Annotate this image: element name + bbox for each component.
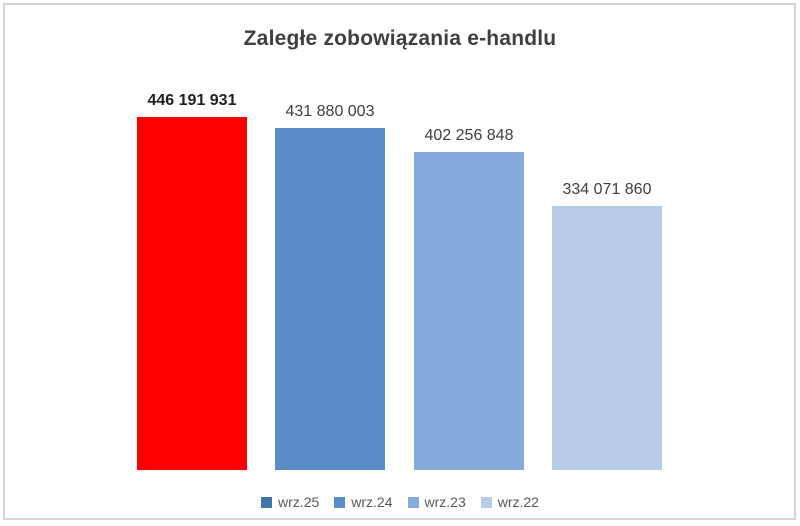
bar-wrz.25 (137, 117, 247, 470)
value-label-wrz.24: 431 880 003 (285, 103, 375, 120)
chart-frame (3, 3, 796, 520)
legend-item-wrz.22: wrz.22 (480, 494, 539, 510)
legend-item-wrz.24: wrz.24 (334, 494, 393, 510)
chart-legend: wrz.25 wrz.24 wrz.23 wrz.22 (0, 492, 800, 512)
bar-wrz.24 (275, 128, 385, 470)
value-label-wrz.22: 334 071 860 (562, 181, 652, 198)
legend-swatch-icon (261, 496, 273, 508)
bar-wrz.23 (414, 152, 524, 470)
legend-item-wrz.23: wrz.23 (407, 494, 466, 510)
legend-label: wrz.24 (351, 494, 393, 510)
legend-label: wrz.23 (424, 494, 466, 510)
legend-label: wrz.22 (497, 494, 539, 510)
legend-swatch-icon (334, 496, 346, 508)
legend-item-wrz.25: wrz.25 (261, 494, 319, 510)
value-label-wrz.23: 402 256 848 (424, 127, 514, 144)
value-label-wrz.25: 446 191 931 (147, 92, 237, 109)
legend-swatch-icon (480, 496, 492, 508)
legend-swatch-icon (407, 496, 419, 508)
legend-label: wrz.25 (278, 494, 320, 510)
chart-title: Zaległe zobowiązania e-handlu (243, 27, 557, 50)
bar-wrz.22 (552, 206, 662, 470)
